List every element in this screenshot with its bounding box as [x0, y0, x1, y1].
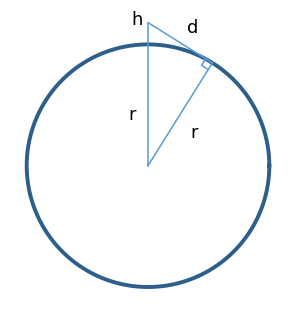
Text: d: d	[187, 19, 199, 37]
Text: h: h	[132, 11, 143, 29]
Text: r: r	[128, 106, 136, 124]
Text: r: r	[190, 124, 197, 142]
